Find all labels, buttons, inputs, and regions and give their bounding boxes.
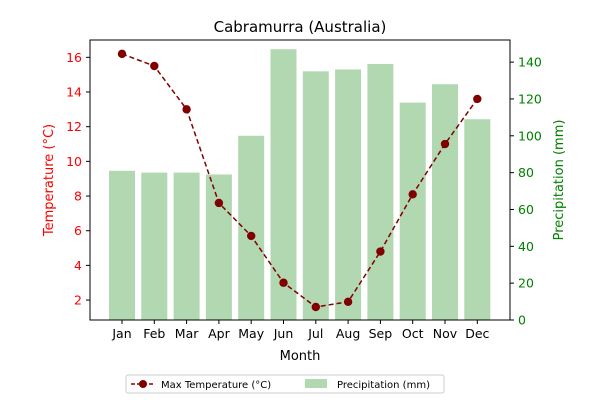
temperature-point-may: [247, 231, 256, 241]
x-tick-label: May: [238, 326, 264, 341]
temperature-point-feb: [150, 61, 159, 71]
temperature-point-dec: [473, 94, 482, 104]
y-left-tick-label: 12: [66, 119, 82, 134]
precipitation-bar-dec: [464, 119, 491, 320]
y-left-tick-label: 4: [74, 258, 82, 273]
precipitation-bar-jan: [109, 170, 135, 320]
y-left-tick-label: 14: [66, 85, 82, 100]
temperature-point-aug: [343, 297, 353, 306]
precipitation-bar-sep: [367, 63, 394, 321]
y-left-tick-label: 6: [74, 223, 82, 238]
temperature-line: [117, 49, 482, 312]
x-tick-label: Aug: [336, 326, 360, 341]
y-right-tick-label: 80: [518, 165, 534, 180]
y-axis-left: 2 4 6 8 10 12 14 16: [66, 50, 90, 308]
legend-line-marker: [139, 380, 147, 388]
temperature-point-oct: [408, 190, 417, 199]
legend-label-temperature: Max Temperature (°C): [161, 380, 271, 391]
legend: Max Temperature (°C) Precipitation (mm): [125, 374, 445, 394]
precipitation-bar-nov: [432, 84, 458, 320]
x-axis: Jan Feb Mar Apr May Jun Jul Aug Sep Oct Nov Dec: [111, 320, 490, 341]
x-tick-label: Jun: [273, 326, 294, 341]
y-axis-left-label: Temperature (°C): [42, 124, 57, 237]
chart-title: Cabramurra (Australia): [214, 18, 387, 36]
x-tick-label: Dec: [465, 326, 489, 341]
temperature-polyline: [121, 53, 478, 308]
x-tick-label: Nov: [433, 326, 458, 341]
temperature-point-jul: [311, 302, 320, 312]
temperature-point-nov: [440, 139, 450, 149]
y-axis-right-label: Precipitation (mm): [552, 120, 567, 241]
x-tick-label: Oct: [402, 326, 424, 341]
x-tick-label: Jul: [307, 326, 323, 341]
temperature-point-apr: [214, 198, 224, 208]
precipitation-bar-may: [238, 135, 265, 320]
plot-frame: [89, 39, 511, 321]
precipitation-bar-feb: [141, 172, 168, 320]
y-right-tick-label: 0: [518, 313, 526, 328]
legend-box: [125, 374, 445, 394]
precipitation-bar-apr: [205, 174, 232, 320]
y-right-tick-label: 20: [518, 276, 534, 291]
y-axis-right: 0 20 40 60 80 100 120 140: [510, 55, 542, 328]
y-right-tick-label: 60: [518, 202, 534, 217]
y-right-tick-label: 120: [518, 91, 542, 106]
temperature-point-mar: [182, 105, 191, 114]
x-tick-label: Sep: [369, 326, 393, 341]
precipitation-bar-jun: [270, 49, 297, 321]
precipitation-bar-aug: [335, 69, 362, 320]
y-left-tick-label: 8: [74, 189, 82, 204]
y-left-tick-label: 10: [66, 154, 82, 169]
y-right-tick-label: 40: [518, 239, 534, 254]
temperature-point-jun: [279, 278, 288, 287]
x-tick-label: Mar: [175, 326, 199, 341]
y-right-tick-label: 100: [518, 128, 542, 143]
x-tick-label: Feb: [143, 326, 165, 341]
y-left-tick-label: 2: [74, 293, 82, 308]
legend-label-precipitation: Precipitation (mm): [337, 380, 430, 391]
precipitation-bar-jul: [302, 71, 329, 320]
x-axis-label: Month: [280, 349, 321, 364]
legend-bar-swatch: [305, 379, 327, 388]
x-tick-label: Apr: [208, 326, 230, 341]
x-tick-label: Jan: [111, 326, 131, 341]
y-right-tick-label: 140: [518, 55, 542, 70]
precipitation-bar-oct: [399, 102, 426, 320]
precipitation-bars: [109, 49, 491, 321]
precipitation-bar-mar: [173, 172, 200, 320]
y-left-tick-label: 16: [66, 50, 82, 65]
temperature-point-sep: [376, 247, 385, 256]
temperature-point-jan: [117, 49, 127, 59]
